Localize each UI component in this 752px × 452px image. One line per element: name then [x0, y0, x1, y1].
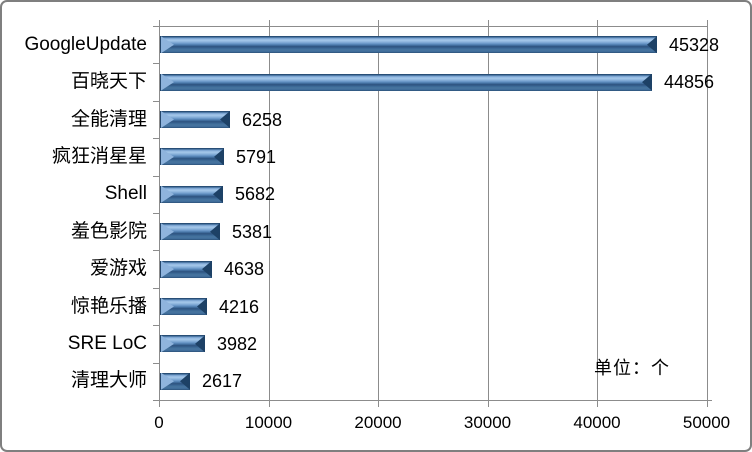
axis-tick-bottom — [268, 400, 270, 407]
axis-tick-left — [153, 138, 159, 140]
axis-tick-left — [153, 362, 159, 364]
x-tick-label: 10000 — [244, 413, 293, 432]
axis-tick-left — [153, 325, 159, 327]
plot-top-border — [159, 26, 707, 27]
bar — [160, 298, 207, 315]
axis-tick-bottom — [159, 400, 160, 407]
category-label: SRE LoC — [67, 332, 147, 354]
axis-tick-bottom — [378, 400, 379, 407]
bar-value-label: 44856 — [664, 72, 715, 93]
bar — [160, 73, 652, 91]
bar-value-label: 4638 — [224, 259, 265, 280]
axis-tick-top — [159, 20, 160, 26]
bar — [160, 372, 190, 390]
bar — [160, 111, 230, 128]
vertical-gridline — [268, 26, 270, 400]
bar — [160, 185, 223, 203]
x-tick-label: 30000 — [463, 413, 512, 432]
y-axis — [159, 26, 160, 400]
x-axis — [153, 400, 712, 401]
bar-value-label: 5381 — [232, 221, 273, 242]
x-tick-label: 40000 — [573, 413, 621, 432]
category-label: GoogleUpdate — [24, 33, 147, 55]
bar-value-label: 4216 — [219, 296, 260, 317]
vertical-gridline — [706, 26, 708, 400]
bar-value-label: 5791 — [236, 146, 277, 167]
bar-value-label: 6258 — [242, 109, 283, 130]
x-tick-label: 50000 — [682, 413, 731, 432]
bar-value-label: 2617 — [202, 371, 243, 392]
bar — [160, 335, 205, 353]
axis-tick-left — [153, 26, 159, 27]
axis-tick-top — [378, 20, 379, 26]
bar — [160, 36, 657, 54]
category-label: 爱游戏 — [89, 258, 147, 280]
axis-tick-top — [268, 20, 270, 26]
bar — [160, 260, 212, 278]
axis-tick-left — [153, 213, 159, 214]
axis-tick-left — [153, 250, 159, 252]
vertical-gridline — [597, 26, 598, 400]
category-label: 百晓天下 — [70, 71, 147, 93]
vertical-gridline — [487, 26, 489, 400]
axis-tick-top — [487, 20, 489, 26]
axis-tick-bottom — [487, 400, 489, 407]
bar-value-label: 5682 — [235, 184, 276, 205]
axis-tick-bottom — [597, 400, 598, 407]
axis-tick-top — [597, 20, 598, 26]
unit-annotation: 单位：个 — [594, 358, 670, 378]
category-label: 全能清理 — [70, 108, 147, 130]
category-label: Shell — [104, 183, 147, 205]
bar — [160, 148, 224, 166]
axis-tick-left — [153, 400, 159, 401]
bar — [160, 223, 220, 241]
axis-tick-left — [153, 175, 159, 177]
axis-tick-left — [153, 100, 159, 102]
bar-value-label: 45328 — [669, 34, 720, 55]
axis-tick-left — [153, 63, 159, 65]
bar-value-label: 3982 — [217, 333, 258, 354]
axis-tick-left — [153, 287, 159, 289]
axis-tick-top — [706, 20, 708, 26]
category-label: 惊艳乐播 — [70, 295, 147, 317]
category-label: 清理大师 — [70, 370, 147, 392]
x-tick-label: 20000 — [354, 413, 402, 432]
axis-tick-bottom — [706, 400, 708, 407]
category-label: 疯狂消星星 — [51, 145, 147, 167]
vertical-gridline — [378, 26, 379, 400]
x-tick-label: 0 — [154, 413, 164, 432]
category-label: 羞色影院 — [70, 220, 147, 242]
